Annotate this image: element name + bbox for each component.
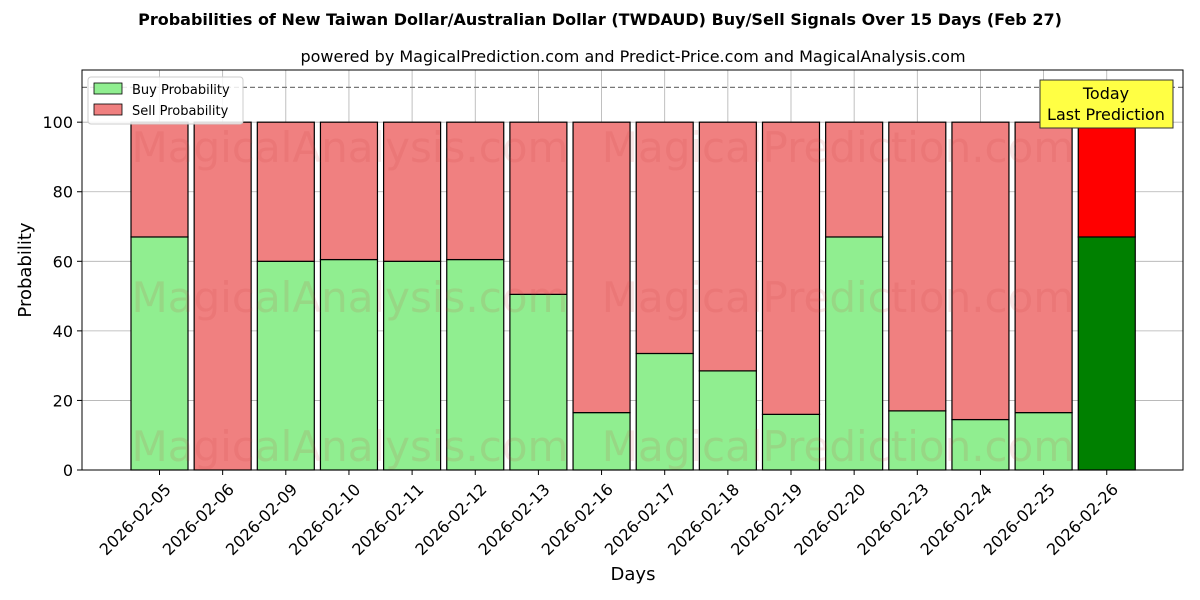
x-axis: 2026-02-052026-02-062026-02-092026-02-10… [96, 470, 1122, 559]
bar-sell [319, 121, 379, 261]
watermark-text: MagicalAnalysis.com [132, 273, 569, 322]
plot-frame [81, 69, 1184, 471]
bar-sell [635, 121, 694, 355]
legend-label-buy: Buy Probability [132, 83, 230, 98]
bar-sell [256, 121, 315, 262]
bar-sell [761, 121, 821, 415]
y-axis-label: Probability [15, 222, 36, 317]
today-annotation: Today Last Prediction [1039, 79, 1174, 129]
watermark-text: MagicalAnalysis.com [132, 123, 569, 172]
bar-buy [951, 418, 1010, 471]
bar-buy [572, 412, 631, 471]
watermark-text: MagicalAnalysis.com [132, 422, 569, 471]
bars [130, 121, 1136, 471]
bar-buy [319, 258, 379, 471]
legend: Buy Probability Sell Probability [87, 76, 244, 125]
watermarks: MagicalAnalysis.com MagicalPrediction.com… [132, 123, 1075, 471]
bar-sell [1077, 121, 1136, 238]
y-tick-label: 60 [53, 252, 73, 271]
bar-buy [825, 236, 884, 471]
bar-sell [698, 121, 757, 372]
bar-sell [383, 121, 442, 262]
bar-buy [446, 258, 505, 471]
today-label: Today [1082, 84, 1129, 103]
bar-buy [1014, 412, 1073, 471]
bar-sell [888, 121, 947, 412]
y-tick-label: 20 [53, 391, 73, 410]
legend-swatch-buy [93, 82, 123, 95]
watermark-text: MagicalPrediction.com [602, 422, 1075, 471]
bar-buy [635, 352, 694, 471]
bar-buy [888, 410, 947, 471]
y-axis: 0 20 40 60 80 100 [42, 113, 82, 480]
y-tick-label: 0 [63, 461, 73, 480]
legend-label-sell: Sell Probability [132, 104, 229, 119]
bar-sell [130, 121, 189, 238]
last-prediction-label: Last Prediction [1047, 105, 1165, 124]
y-tick-label: 40 [53, 322, 73, 341]
watermark-text: MagicalPrediction.com [602, 123, 1075, 172]
chart-title: Probabilities of New Taiwan Dollar/Austr… [138, 10, 1062, 29]
today-box [1039, 79, 1174, 129]
bar-sell [193, 121, 252, 471]
chart-subtitle: powered by MagicalPrediction.com and Pre… [300, 47, 965, 66]
bar-sell [446, 121, 505, 261]
watermark-text: MagicalPrediction.com [602, 273, 1075, 322]
legend-box [87, 76, 244, 125]
bar-buy [1077, 236, 1136, 471]
bar-sell [825, 121, 884, 238]
bar-sell [509, 121, 568, 295]
y-tick-label: 80 [53, 183, 73, 202]
bar-buy [698, 370, 757, 471]
x-axis-label: Days [611, 564, 656, 585]
bar-sell [951, 121, 1010, 421]
legend-swatch-sell [93, 103, 123, 116]
bar-buy [509, 293, 568, 471]
bar-sell [572, 121, 631, 414]
y-tick-label: 100 [42, 113, 73, 132]
